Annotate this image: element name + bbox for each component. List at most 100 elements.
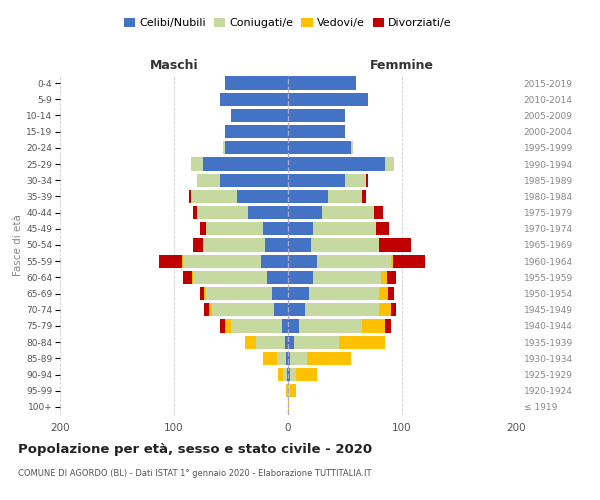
Bar (226, 76, 288, 90)
Text: COMUNE DI AGORDO (BL) - Dati ISTAT 1° gennaio 2020 - Elaborazione TUTTITALIA.IT: COMUNE DI AGORDO (BL) - Dati ISTAT 1° ge… (18, 469, 371, 478)
Bar (183, 270, 192, 284)
Bar (283, 320, 288, 332)
Bar (256, 336, 284, 349)
Bar (260, 254, 288, 268)
Bar (391, 303, 397, 316)
Bar (379, 238, 411, 252)
Text: Femmine: Femmine (370, 59, 434, 72)
Bar (288, 109, 345, 122)
Bar (288, 352, 290, 365)
Bar (286, 352, 288, 365)
Bar (159, 254, 182, 268)
Bar (212, 303, 274, 316)
Bar (311, 238, 379, 252)
Bar (223, 141, 226, 154)
Bar (248, 206, 288, 220)
Bar (231, 109, 288, 122)
Bar (191, 158, 203, 170)
Bar (288, 92, 368, 106)
Bar (288, 222, 313, 235)
Bar (288, 384, 290, 398)
Bar (290, 352, 307, 365)
Bar (226, 141, 288, 154)
Bar (203, 287, 206, 300)
Bar (287, 368, 288, 381)
Bar (189, 190, 191, 203)
Bar (305, 303, 379, 316)
Bar (193, 270, 268, 284)
Bar (197, 206, 248, 220)
Bar (288, 190, 328, 203)
Bar (382, 270, 387, 284)
Bar (288, 206, 322, 220)
Bar (362, 190, 365, 203)
Bar (340, 336, 385, 349)
Bar (284, 336, 288, 349)
Bar (296, 368, 317, 381)
Bar (307, 352, 350, 365)
Bar (206, 287, 272, 300)
Bar (379, 303, 391, 316)
Bar (299, 320, 362, 332)
Bar (288, 320, 299, 332)
Y-axis label: Fasce di età: Fasce di età (13, 214, 23, 276)
Bar (236, 190, 288, 203)
Bar (350, 141, 353, 154)
Bar (209, 303, 212, 316)
Bar (197, 174, 220, 187)
Bar (288, 76, 356, 90)
Bar (274, 303, 288, 316)
Bar (203, 303, 209, 316)
Bar (200, 222, 206, 235)
Bar (278, 368, 283, 381)
Bar (283, 368, 287, 381)
Bar (193, 238, 203, 252)
Bar (288, 141, 350, 154)
Bar (191, 190, 236, 203)
Bar (308, 287, 379, 300)
Bar (294, 336, 340, 349)
Bar (385, 320, 391, 332)
Bar (288, 238, 311, 252)
Bar (288, 174, 345, 187)
Bar (263, 352, 277, 365)
Bar (206, 222, 263, 235)
Bar (226, 320, 231, 332)
Bar (313, 222, 376, 235)
Bar (265, 238, 288, 252)
Bar (393, 254, 425, 268)
Bar (379, 287, 388, 300)
Bar (290, 384, 296, 398)
Bar (220, 320, 226, 332)
Bar (288, 303, 305, 316)
Bar (288, 368, 290, 381)
Bar (328, 190, 362, 203)
Bar (288, 158, 385, 170)
Bar (313, 270, 382, 284)
Bar (226, 125, 288, 138)
Bar (288, 287, 308, 300)
Bar (345, 174, 365, 187)
Bar (288, 336, 294, 349)
Bar (362, 320, 385, 332)
Bar (385, 158, 394, 170)
Bar (272, 287, 288, 300)
Bar (322, 206, 373, 220)
Bar (387, 270, 397, 284)
Bar (182, 254, 183, 268)
Bar (388, 287, 394, 300)
Bar (202, 238, 265, 252)
Bar (288, 270, 313, 284)
Bar (220, 92, 288, 106)
Bar (365, 174, 368, 187)
Bar (288, 400, 289, 413)
Bar (200, 287, 203, 300)
Bar (391, 254, 393, 268)
Bar (263, 222, 288, 235)
Bar (192, 270, 193, 284)
Bar (245, 336, 256, 349)
Text: Popolazione per età, sesso e stato civile - 2020: Popolazione per età, sesso e stato civil… (18, 442, 372, 456)
Bar (376, 222, 389, 235)
Bar (290, 368, 296, 381)
Bar (268, 270, 288, 284)
